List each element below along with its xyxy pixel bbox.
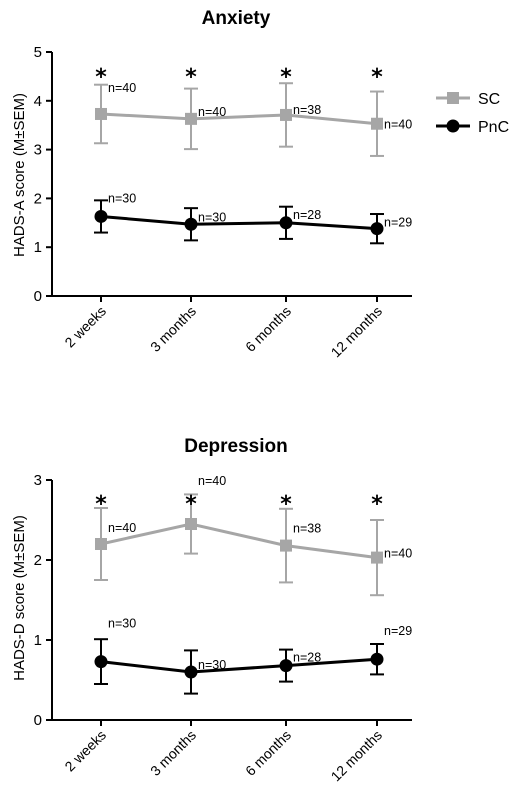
data-point [184, 217, 198, 231]
y-tick-label: 1 [34, 632, 42, 649]
series-line-pnc [100, 657, 378, 674]
data-point [184, 665, 198, 679]
data-point [185, 518, 197, 530]
x-tick-label: 2 weeks [61, 727, 109, 775]
x-tick-label: 6 months [242, 303, 294, 355]
n-annotation: n=40 [198, 105, 226, 119]
significance-star: * [280, 65, 292, 90]
n-annotation: n=30 [198, 658, 226, 672]
y-tick-label: 0 [34, 288, 42, 305]
legend-marker-circle [446, 119, 460, 133]
data-point [94, 209, 108, 223]
data-point [370, 652, 384, 666]
data-point [279, 216, 293, 230]
x-tick-label: 3 months [147, 727, 199, 779]
chart-title: Anxiety [202, 8, 271, 29]
n-annotation: n=30 [198, 210, 226, 224]
series-line-pnc [100, 214, 378, 231]
series-line-sc [100, 522, 378, 560]
x-tick-label: 12 months [328, 303, 386, 361]
n-annotation: n=30 [108, 617, 136, 631]
y-tick-label: 3 [34, 472, 42, 489]
significance-star: * [95, 492, 107, 517]
data-point [371, 117, 383, 130]
legend-marker-square [447, 92, 459, 104]
y-tick-label: 0 [34, 712, 42, 729]
x-tick-label: 2 weeks [61, 303, 109, 351]
y-axis-label: HADS-D score (M±SEM) [11, 515, 28, 681]
data-point [95, 107, 107, 120]
anxiety-chart: Anxiety HADS-A score (M±SEM) 0 1 2 3 4 5 2 wee… [11, 8, 412, 360]
significance-star: * [280, 492, 292, 517]
y-tick-label: 1 [34, 239, 42, 256]
data-point [279, 659, 293, 673]
legend-label-pnc: PnC [478, 119, 509, 136]
n-annotation: n=38 [293, 103, 321, 117]
data-point [94, 655, 108, 669]
x-tick-label: 3 months [147, 303, 199, 355]
data-point [370, 222, 384, 236]
data-point [280, 539, 292, 552]
x-tick-label: 12 months [328, 727, 386, 785]
depression-chart: Depression HADS-D score (M±SEM) 0 1 2 3 2 we… [11, 436, 412, 784]
y-tick-label: 3 [34, 142, 42, 159]
y-tick-label: 5 [34, 44, 42, 61]
data-point [95, 538, 107, 550]
significance-star: * [185, 492, 197, 517]
n-annotation: n=28 [293, 208, 321, 222]
y-tick-label: 2 [34, 190, 42, 207]
y-axis-label: HADS-A score (M±SEM) [11, 93, 28, 257]
n-annotation: n=29 [384, 624, 412, 638]
n-annotation: n=40 [384, 118, 412, 132]
n-annotation: n=40 [198, 474, 226, 488]
series-line-sc [100, 112, 378, 126]
legend-label-sc: SC [478, 91, 500, 108]
n-annotation: n=40 [108, 81, 136, 95]
n-annotation: n=40 [108, 521, 136, 535]
significance-star: * [185, 65, 197, 90]
n-annotation: n=40 [384, 547, 412, 561]
legend: SC PnC [436, 91, 509, 136]
y-tick-label: 2 [34, 552, 42, 569]
data-point [185, 112, 197, 125]
significance-star: * [371, 65, 383, 90]
significance-star: * [95, 65, 107, 90]
significance-star: * [371, 492, 383, 517]
x-tick-label: 6 months [242, 727, 294, 779]
y-tick-label: 4 [34, 93, 42, 110]
data-point [280, 108, 292, 121]
n-annotation: n=38 [293, 522, 321, 536]
chart-title: Depression [184, 436, 287, 457]
n-annotation: n=30 [108, 191, 136, 205]
data-point [371, 551, 383, 564]
n-annotation: n=28 [293, 651, 321, 665]
n-annotation: n=29 [384, 216, 412, 230]
